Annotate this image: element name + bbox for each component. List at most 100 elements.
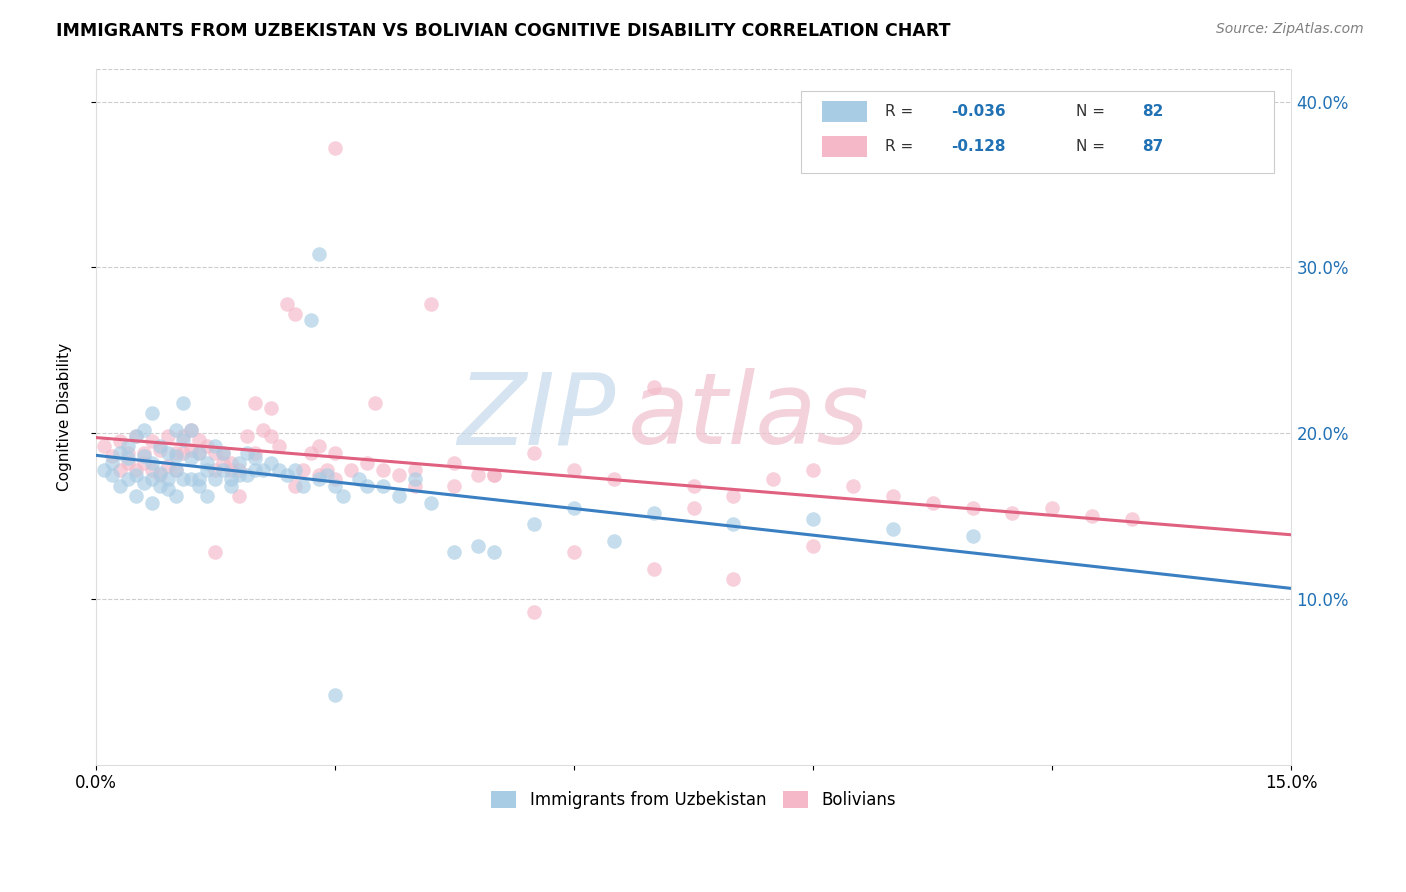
Point xyxy=(204,439,226,453)
Point xyxy=(141,462,163,476)
Point xyxy=(212,456,235,470)
Point xyxy=(682,479,704,493)
Point xyxy=(156,483,179,497)
Point xyxy=(603,473,626,487)
Point xyxy=(323,141,346,155)
Point xyxy=(172,433,194,447)
Point xyxy=(180,450,202,465)
Point xyxy=(245,446,267,460)
Point xyxy=(132,456,155,470)
Point xyxy=(323,688,346,702)
Point xyxy=(204,473,226,487)
Point xyxy=(236,429,259,443)
Point xyxy=(723,517,745,532)
Point xyxy=(245,450,267,465)
Point xyxy=(388,489,411,503)
Point xyxy=(221,473,243,487)
Point xyxy=(276,297,298,311)
Text: ZIP: ZIP xyxy=(458,368,616,465)
Point xyxy=(921,496,943,510)
Point xyxy=(228,456,250,470)
Point xyxy=(148,467,170,482)
Point xyxy=(245,396,267,410)
Point xyxy=(1121,512,1143,526)
Point xyxy=(188,433,211,447)
Text: IMMIGRANTS FROM UZBEKISTAN VS BOLIVIAN COGNITIVE DISABILITY CORRELATION CHART: IMMIGRANTS FROM UZBEKISTAN VS BOLIVIAN C… xyxy=(56,22,950,40)
Point xyxy=(108,462,131,476)
Point xyxy=(148,439,170,453)
Point xyxy=(340,462,363,476)
Point xyxy=(1001,506,1024,520)
Point xyxy=(180,423,202,437)
Point xyxy=(156,473,179,487)
Point xyxy=(388,467,411,482)
Point xyxy=(443,456,465,470)
Point xyxy=(643,380,665,394)
Point xyxy=(484,545,506,559)
Point xyxy=(141,473,163,487)
Point xyxy=(308,247,330,261)
Point xyxy=(100,456,122,470)
Point xyxy=(371,479,394,493)
Point xyxy=(117,446,139,460)
Point xyxy=(252,462,274,476)
Point xyxy=(252,423,274,437)
Point xyxy=(801,462,824,476)
Point xyxy=(269,439,291,453)
Point xyxy=(356,456,378,470)
Point xyxy=(299,313,322,327)
Point xyxy=(762,473,785,487)
Point xyxy=(404,462,426,476)
Point xyxy=(443,545,465,559)
Point xyxy=(882,489,904,503)
Point xyxy=(148,466,170,480)
Point xyxy=(188,473,211,487)
Point xyxy=(132,475,155,490)
Point xyxy=(467,467,489,482)
Point xyxy=(204,446,226,460)
Point xyxy=(962,529,984,543)
Point xyxy=(108,434,131,449)
Point xyxy=(197,439,219,453)
Point xyxy=(108,479,131,493)
Point xyxy=(124,429,146,443)
Point xyxy=(124,489,146,503)
Point xyxy=(165,489,187,503)
Point xyxy=(180,442,202,457)
Point xyxy=(523,517,546,532)
Point xyxy=(371,462,394,476)
Point xyxy=(172,446,194,460)
Point xyxy=(204,462,226,476)
Point xyxy=(284,307,307,321)
Point xyxy=(93,462,115,476)
Text: 82: 82 xyxy=(1142,104,1163,120)
Point xyxy=(323,446,346,460)
Point xyxy=(100,450,122,464)
Point xyxy=(323,479,346,493)
Point xyxy=(221,462,243,476)
Point xyxy=(404,473,426,487)
Point xyxy=(292,462,315,476)
Point xyxy=(682,500,704,515)
Point xyxy=(188,446,211,460)
Point xyxy=(484,467,506,482)
Point xyxy=(562,545,585,559)
Text: -0.128: -0.128 xyxy=(950,139,1005,153)
FancyBboxPatch shape xyxy=(821,136,868,157)
Point xyxy=(165,462,187,476)
Point xyxy=(260,429,283,443)
Point xyxy=(124,429,146,443)
Point xyxy=(308,467,330,482)
Point xyxy=(172,473,194,487)
Point xyxy=(124,462,146,476)
Point xyxy=(603,533,626,548)
Point xyxy=(643,562,665,576)
Point xyxy=(245,462,267,476)
Point xyxy=(236,446,259,460)
Text: Source: ZipAtlas.com: Source: ZipAtlas.com xyxy=(1216,22,1364,37)
Legend: Immigrants from Uzbekistan, Bolivians: Immigrants from Uzbekistan, Bolivians xyxy=(485,784,903,815)
Point xyxy=(197,462,219,476)
Point xyxy=(801,512,824,526)
Point xyxy=(221,479,243,493)
Text: R =: R = xyxy=(884,104,918,120)
